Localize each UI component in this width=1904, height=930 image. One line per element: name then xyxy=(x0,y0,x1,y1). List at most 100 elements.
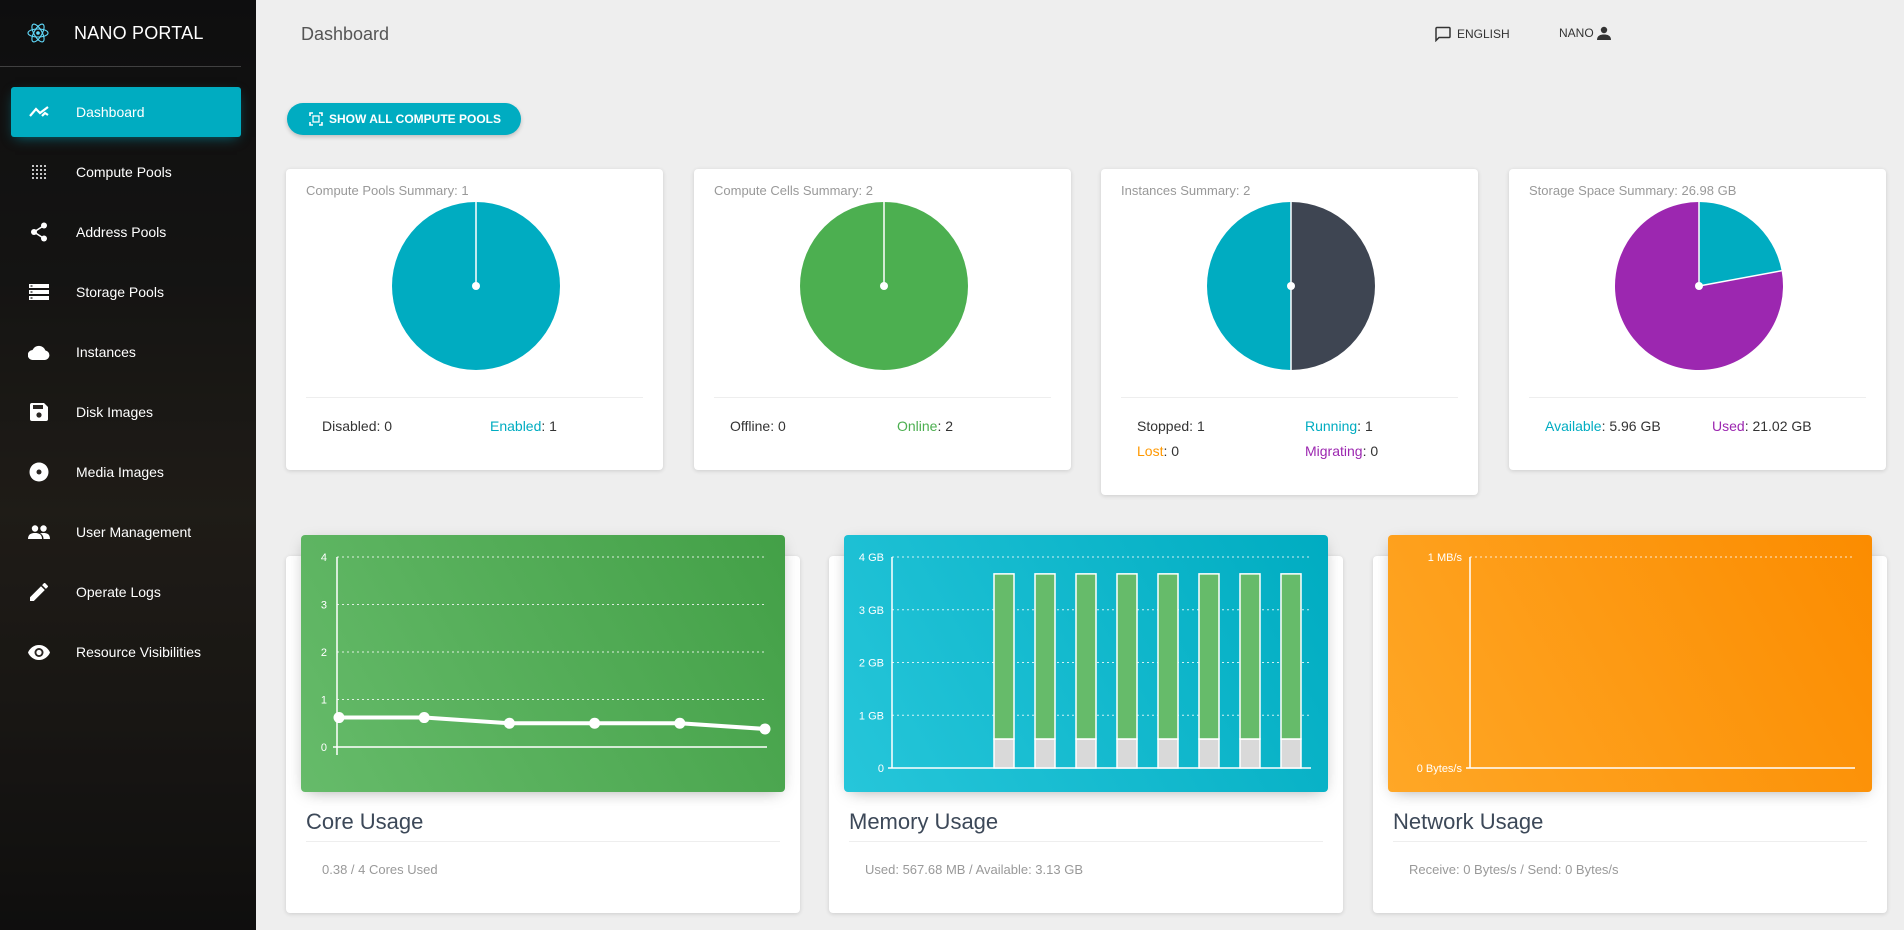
sidebar-item-resource-visibilities[interactable]: Resource Visibilities xyxy=(11,627,241,677)
storage-space-pie-chart xyxy=(1615,202,1783,370)
compute-cells-pie-chart xyxy=(800,202,968,370)
storage-icon xyxy=(27,280,51,304)
bar-available xyxy=(1034,573,1056,740)
legend-available: Available: 5.96 GB xyxy=(1545,418,1661,434)
network-usage-line-chart: 0 Bytes/s 1 MB/s xyxy=(1417,552,1855,775)
legend-offline: Offline: 0 xyxy=(730,418,786,434)
memory-usage-title: Memory Usage xyxy=(849,809,999,834)
pie-slice-edge xyxy=(1698,269,1782,287)
sidebar-item-dashboard[interactable]: Dashboard xyxy=(11,87,241,137)
user-name: NANO xyxy=(1559,26,1594,40)
card-title: Compute Cells Summary: 2 xyxy=(714,183,873,198)
user-menu-button[interactable]: NANO xyxy=(1559,26,1611,40)
data-point xyxy=(333,712,345,724)
divider xyxy=(306,841,780,842)
pencil-icon xyxy=(27,580,51,604)
core-usage-line-chart: 0 1 2 3 4 xyxy=(321,552,771,755)
divider xyxy=(306,397,643,398)
legend-online: Online: 2 xyxy=(897,418,954,434)
divider xyxy=(714,397,1051,398)
legend-value: 1 xyxy=(549,418,557,434)
legend-value: 1 xyxy=(1196,418,1205,434)
react-logo-icon xyxy=(27,23,49,43)
chat-bubble-icon xyxy=(1435,26,1451,42)
network-usage-footer: Receive: 0 Bytes/s / Send: 0 Bytes/s xyxy=(1409,862,1619,877)
bar-used xyxy=(993,738,1015,769)
sidebar-item-label: Disk Images xyxy=(76,404,154,420)
bar-available xyxy=(1157,573,1179,740)
legend-value: 0 xyxy=(384,418,393,434)
legend-label: Online xyxy=(897,418,938,434)
data-point xyxy=(759,723,771,735)
legend-running: Running: 1 xyxy=(1305,418,1373,434)
bar-used xyxy=(1198,738,1220,769)
sidebar-item-label: Address Pools xyxy=(76,224,167,240)
show-all-compute-pools-button[interactable]: SHOW ALL COMPUTE POOLS xyxy=(287,103,522,135)
legend-label: Available xyxy=(1545,418,1602,434)
y-tick-label: 0 Bytes/s xyxy=(1417,763,1463,775)
y-tick-label: 4 xyxy=(321,552,327,564)
divider xyxy=(849,841,1323,842)
pie-slice xyxy=(1207,202,1291,370)
top-header: Dashboard xyxy=(256,0,1904,70)
bar-available xyxy=(1198,573,1220,740)
card-title: Compute Pools Summary: 1 xyxy=(306,183,469,198)
sidebar-item-media-images[interactable]: Media Images xyxy=(11,447,241,497)
divider xyxy=(1121,397,1458,398)
language-button[interactable]: ENGLISH xyxy=(1435,26,1510,42)
legend-enabled: Enabled: 1 xyxy=(490,418,557,434)
y-tick-label: 1 xyxy=(321,695,327,707)
legend-value: 1 xyxy=(1364,418,1373,434)
y-tick-label: 1 MB/s xyxy=(1428,552,1463,564)
sidebar-nav: Dashboard Compute Pools Address Pools St… xyxy=(0,87,256,677)
sidebar: NANO PORTAL Dashboard Compute Pools Addr… xyxy=(0,0,256,930)
sidebar-item-operate-logs[interactable]: Operate Logs xyxy=(11,567,241,617)
bar-available xyxy=(1280,573,1302,740)
core-usage-footer: 0.38 / 4 Cores Used xyxy=(322,862,438,877)
sidebar-item-storage-pools[interactable]: Storage Pools xyxy=(11,267,241,317)
data-point xyxy=(674,717,686,729)
legend-label: Offline xyxy=(730,418,771,434)
sidebar-item-label: Dashboard xyxy=(76,104,145,120)
memory-usage-bar-chart: 0 1 GB 2 GB 3 GB 4 GB xyxy=(859,552,1311,775)
legend-label: Migrating xyxy=(1305,443,1363,459)
bar-used xyxy=(1034,738,1056,769)
bar-used xyxy=(1280,738,1302,769)
sidebar-item-label: Operate Logs xyxy=(76,584,161,600)
bar-used xyxy=(1157,738,1179,769)
brand[interactable]: NANO PORTAL xyxy=(0,0,241,67)
person-icon xyxy=(1596,26,1611,40)
grid-dots-icon xyxy=(27,160,51,184)
bar-available xyxy=(1116,573,1138,740)
pie-center-dot xyxy=(472,282,480,290)
save-icon xyxy=(27,400,51,424)
legend-disabled: Disabled: 0 xyxy=(322,418,393,434)
sidebar-item-compute-pools[interactable]: Compute Pools xyxy=(11,147,241,197)
y-tick-label: 3 GB xyxy=(859,605,884,617)
sidebar-item-label: Instances xyxy=(76,344,136,360)
bar-used xyxy=(1239,738,1261,769)
legend-label: Lost xyxy=(1137,443,1164,459)
compute-cells-summary-card: Compute Cells Summary: 2 Offline: 0 Onli… xyxy=(694,169,1071,470)
data-point xyxy=(418,712,430,724)
sidebar-item-user-management[interactable]: User Management xyxy=(11,507,241,557)
sidebar-item-label: Storage Pools xyxy=(76,284,164,300)
bar-available xyxy=(1239,573,1261,740)
y-tick-label: 0 xyxy=(878,763,884,775)
legend-value: 21.02 GB xyxy=(1752,418,1812,434)
button-label: SHOW ALL COMPUTE POOLS xyxy=(329,112,502,126)
y-tick-label: 1 GB xyxy=(859,710,884,722)
app-title: NANO PORTAL xyxy=(74,22,204,43)
sidebar-item-instances[interactable]: Instances xyxy=(11,327,241,377)
divider xyxy=(1529,397,1866,398)
share-icon xyxy=(27,220,51,244)
sidebar-item-label: Media Images xyxy=(76,464,164,480)
network-usage-chart: 0 Bytes/s 1 MB/s xyxy=(1388,535,1872,792)
bar-available xyxy=(993,573,1015,740)
sidebar-item-disk-images[interactable]: Disk Images xyxy=(11,387,241,437)
language-label: ENGLISH xyxy=(1457,27,1510,41)
sidebar-item-address-pools[interactable]: Address Pools xyxy=(11,207,241,257)
compute-pools-pie-chart xyxy=(392,202,560,370)
y-tick-label: 0 xyxy=(321,742,327,754)
instances-pie-chart xyxy=(1207,202,1375,370)
